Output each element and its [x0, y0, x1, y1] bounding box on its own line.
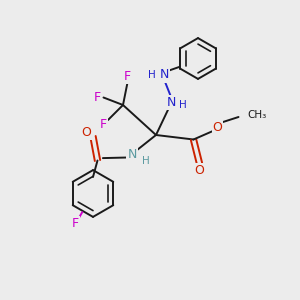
Text: F: F: [72, 217, 79, 230]
Text: H: H: [178, 100, 186, 110]
Text: O: O: [213, 121, 222, 134]
Text: O: O: [82, 126, 91, 140]
Text: F: F: [94, 91, 101, 104]
Text: N: N: [166, 95, 176, 109]
Text: CH₃: CH₃: [247, 110, 266, 120]
Text: F: F: [100, 118, 107, 131]
Text: O: O: [195, 164, 204, 177]
Text: N: N: [127, 148, 137, 161]
Text: F: F: [124, 70, 131, 83]
Text: N: N: [160, 68, 169, 82]
Text: H: H: [142, 155, 149, 166]
Text: H: H: [148, 70, 156, 80]
